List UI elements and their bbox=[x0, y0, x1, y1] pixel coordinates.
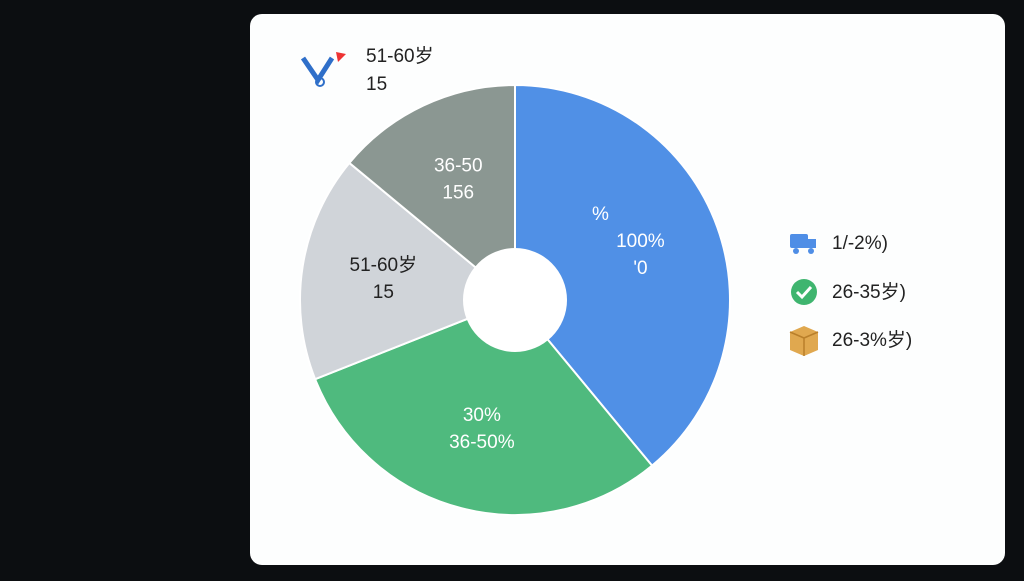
check-mark bbox=[795, 285, 813, 300]
legend-entry: 1/-2%) bbox=[832, 233, 888, 254]
logo-dot bbox=[315, 77, 325, 87]
box-edge bbox=[789, 331, 819, 356]
slice-sublabel: 36-50% bbox=[449, 432, 515, 453]
truck-wheel bbox=[793, 248, 799, 254]
logo bbox=[300, 56, 335, 85]
legend-entry: 26-35岁) bbox=[832, 281, 906, 303]
slice-sublabel: 15 bbox=[373, 282, 394, 303]
check-icon bbox=[791, 279, 817, 305]
side-legend: 1/-2%) 26-35岁) 26-3%岁) bbox=[789, 233, 912, 356]
truck-icon-cab bbox=[806, 239, 816, 248]
slice-label: 51-60岁 bbox=[350, 254, 418, 276]
truck-wheel bbox=[808, 248, 814, 254]
legend-label: 51-60岁 bbox=[366, 45, 434, 67]
slice-sublabel: 156 bbox=[442, 182, 474, 203]
pie-slice bbox=[347, 83, 516, 303]
slice-sublabel: '0 bbox=[633, 258, 647, 279]
slice-label: 100% bbox=[616, 231, 665, 252]
pie-hole bbox=[463, 248, 567, 352]
pie-slice bbox=[514, 83, 731, 468]
pie: 100% '0% 30% 36-50% 51-60岁 15 36-50 156 bbox=[299, 83, 731, 516]
slice-label: 30% bbox=[463, 405, 501, 426]
top-legend: 51-60岁 15 bbox=[300, 45, 434, 95]
legend-entry: 26-3%岁) bbox=[832, 329, 912, 351]
logo-flag bbox=[336, 52, 346, 62]
legend-value: 15 bbox=[366, 74, 387, 95]
pie-slice bbox=[299, 161, 517, 381]
pie-slice bbox=[313, 298, 654, 516]
slice-extra: % bbox=[592, 204, 609, 225]
truck-icon bbox=[790, 234, 808, 248]
slice-label: 36-50 bbox=[434, 155, 483, 176]
